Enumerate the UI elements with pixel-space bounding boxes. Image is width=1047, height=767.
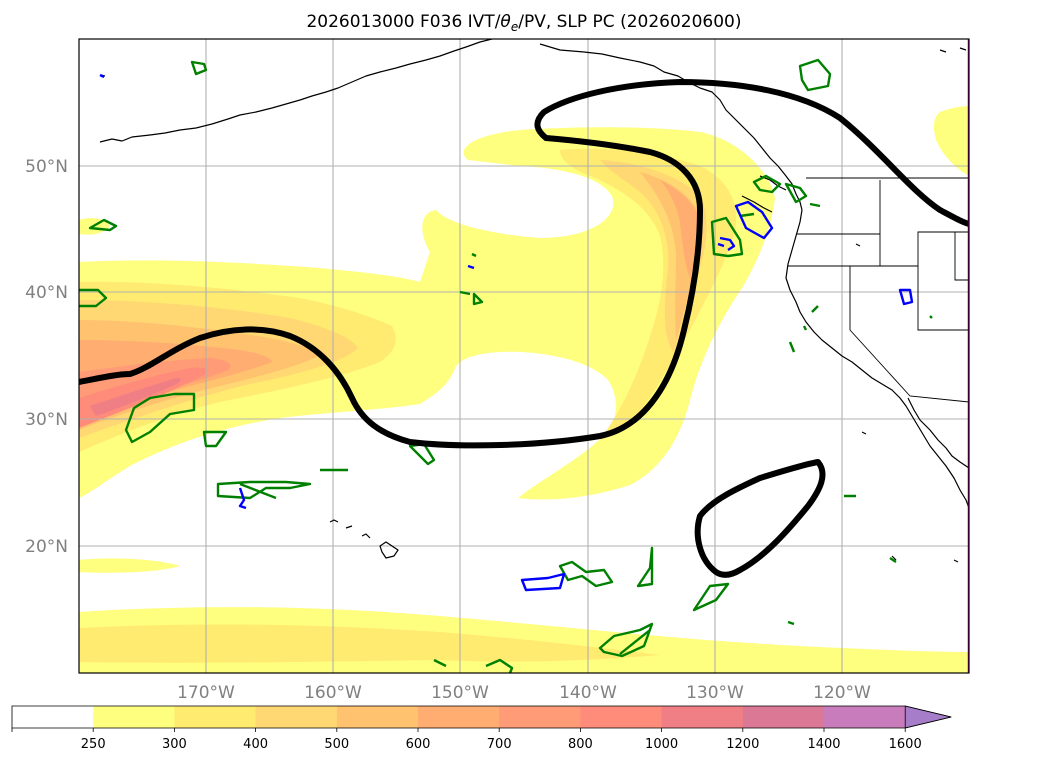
colorbar-tick-label: 250 (81, 737, 106, 752)
colorbar-tick-label: 500 (324, 737, 349, 752)
coastline-gulf-of-alaska (539, 43, 803, 211)
colorbar-tick-label: 1000 (645, 737, 678, 752)
colorbar-cell (174, 706, 257, 728)
ivt-fill-south-band (79, 607, 969, 673)
colorbar-cell (742, 706, 825, 728)
ivt-fill-small-patches (79, 106, 969, 573)
figure-title: 2026013000 F036 IVT/θe/PV, SLP PC (20260… (306, 12, 741, 34)
pv-contours-green (79, 58, 933, 673)
lat-label-40n: 40°N (25, 283, 68, 303)
latitude-labels: 50°N 40°N 30°N 20°N (25, 157, 68, 557)
map-panel (79, 39, 969, 673)
slp-contour-closed-high (694, 459, 826, 578)
colorbar-cell (499, 706, 581, 728)
colorbar-cell (255, 706, 338, 728)
ivt-fill-atmospheric-river (79, 127, 775, 500)
colorbar-tick-label: 400 (243, 737, 268, 752)
coastline-west-coast-us (785, 209, 969, 509)
colorbar-cell (661, 706, 744, 728)
coastlines (99, 39, 969, 563)
colorbar-cells (12, 706, 906, 728)
colorbar-tick-label: 1200 (726, 737, 759, 752)
lon-label-120w: 120°W (813, 683, 871, 703)
colorbar-tick-label: 600 (406, 737, 431, 752)
colorbar: 250 300 400 500 600 700 800 1000 1200 1400 1600 (11, 705, 952, 752)
colorbar-tick-label: 800 (568, 737, 593, 752)
small-island-2 (855, 47, 967, 563)
longitude-labels: 170°W 160°W 150°W 140°W 130°W 120°W (177, 683, 871, 703)
colorbar-tick-label: 1600 (889, 737, 922, 752)
colorbar-cell (336, 706, 419, 728)
map-gridlines (79, 39, 969, 673)
colorbar-cell (418, 706, 500, 728)
lon-label-160w: 160°W (304, 683, 362, 703)
slp-contours (79, 79, 969, 578)
colorbar-outline (11, 705, 952, 729)
lon-label-140w: 140°W (559, 683, 617, 703)
colorbar-ticks: 250 300 400 500 600 700 800 1000 1200 1400 1600 (11, 728, 922, 752)
hawaii-islands (329, 519, 399, 559)
colorbar-extend-max-arrow (904, 705, 952, 729)
coastline-bc-islands (741, 175, 787, 213)
state-boundaries (788, 177, 969, 403)
colorbar-cell (93, 706, 175, 728)
lon-label-170w: 170°W (177, 683, 235, 703)
colorbar-tick-label: 1400 (807, 737, 840, 752)
map-frame (78, 38, 970, 674)
lon-label-150w: 150°W (431, 683, 489, 703)
colorbar-tick-label: 700 (487, 737, 512, 752)
lat-label-20n: 20°N (25, 537, 68, 557)
colorbar-cell (12, 706, 94, 728)
pv-contours-blue (99, 73, 914, 592)
coastline-alaska-aleutians (99, 39, 493, 143)
colorbar-cell (824, 706, 906, 728)
lat-label-30n: 30°N (25, 410, 68, 430)
lon-label-130w: 130°W (686, 683, 744, 703)
coastline-baja-gulf (907, 397, 969, 469)
slp-contour-main (79, 79, 969, 449)
colorbar-cell (580, 706, 663, 728)
lat-label-50n: 50°N (25, 157, 68, 177)
colorbar-tick-label: 300 (162, 737, 187, 752)
